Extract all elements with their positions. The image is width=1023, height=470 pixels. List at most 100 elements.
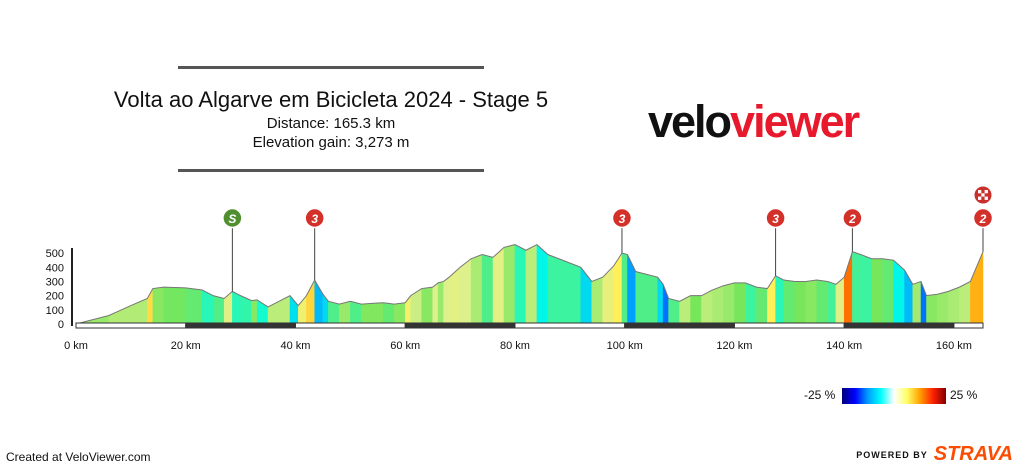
finish-checker-square [978,190,982,194]
profile-segment [232,290,241,325]
profile-segment [470,254,483,325]
profile-segment [361,303,373,325]
profile-segment [251,299,258,325]
profile-segment [893,259,905,325]
profile-segment [794,281,807,325]
title-bottom-rule [178,169,484,172]
profile-segment [350,300,362,325]
profile-segment [926,293,938,325]
y-tick-label: 400 [46,262,64,274]
chart-title: Volta ao Algarve em Bicicleta 2024 - Sta… [113,87,549,112]
marker-label: 3 [619,212,626,226]
climb-marker-icon [842,207,863,229]
x-axis-bar-segment [294,322,406,329]
created-at-label: Created at VeloViewer.com [6,450,151,464]
elevation-label: Elevation gain: 3,273 m [252,134,410,151]
profile-segment [410,288,422,325]
profile-segment [503,244,516,325]
profile-segment [437,281,444,325]
x-axis-bar-segment [75,322,187,329]
profile-segment [646,274,658,325]
profile-segment [328,300,340,325]
profile-segment [163,286,186,325]
profile-segment [948,286,960,325]
profile-segment [635,271,647,325]
x-axis-bar-segment [185,322,296,329]
marker-label: S [228,212,236,226]
profile-segment [805,279,817,325]
marker-label: 2 [848,212,856,226]
profile-segment [536,244,549,325]
x-axis-bar-segment [404,322,516,329]
profile-segment [443,276,450,325]
veloviewer-logo: veloviewer [648,96,860,148]
profile-segment [657,276,664,325]
x-tick-label: 140 km [826,340,862,352]
profile-segment [843,251,853,325]
climb-marker-icon [765,207,786,229]
y-tick-label: 200 [46,291,64,303]
profile-segment [959,281,971,325]
profile-segment [383,302,395,325]
profile-segment [970,251,984,325]
finish-checker-square [984,190,988,194]
profile-segment [223,290,233,325]
profile-segment [756,286,768,325]
marker-label: 2 [979,212,987,226]
x-tick-label: 20 km [171,340,201,352]
profile-segment [860,254,872,325]
climb-marker-icon [304,207,325,229]
x-axis-bar-segment [514,322,626,329]
x-axis-bar-segment [843,322,955,329]
profile-segment [745,282,757,325]
y-tick-label: 500 [46,248,64,260]
profile-segment [185,287,203,325]
y-tick-label: 0 [58,319,64,331]
profile-segment [712,285,724,325]
profile-segment [827,281,837,325]
distance-label: Distance: 165.3 km [266,115,396,132]
profile-segment [937,291,949,325]
profile-segment [514,244,527,325]
profile-segment [547,254,560,325]
profile-segment [690,295,702,325]
profile-segment [432,282,439,325]
profile-segment [569,262,582,325]
x-tick-label: 120 km [716,340,752,352]
sprint-marker-icon [222,207,243,229]
title-top-rule [178,66,484,69]
powered-by-strava: POWERED BY STRAVA [856,443,1013,466]
finish-checker-square [981,193,985,197]
profile-segment [734,282,746,325]
x-tick-label: 40 km [280,340,310,352]
profile-segment [212,295,225,325]
strava-logo: STRAVA [933,443,1013,465]
title-block: Volta ao Algarve em Bicicleta 2024 - Sta… [114,66,548,172]
y-tick-label: 300 [46,276,64,288]
profile-segment [835,276,845,325]
marker-label: 3 [772,212,779,226]
finish-checker-square [978,196,982,200]
x-axis-bar-segment [733,322,845,329]
profile-segment [525,244,538,325]
profile-segment [108,305,132,325]
profile-segment [306,279,315,325]
profile-segment [421,286,433,325]
powered-by-label: POWERED BY [856,449,928,460]
profile-segment [267,300,280,325]
marker-label: 3 [311,212,318,226]
profile-segment [558,258,571,325]
x-tick-label: 80 km [500,340,530,352]
climb-marker-icon [611,207,633,229]
profile-segment [816,279,828,325]
profile-segment [459,258,472,325]
profile-segment [871,258,883,325]
profile-segment [492,246,505,325]
gradient-legend-bar [842,388,946,404]
profile-segment [912,281,922,325]
climb-marker-icon [972,207,994,229]
x-tick-label: 60 km [390,340,420,352]
profile-segment [393,302,406,325]
profile-segment [882,258,894,325]
